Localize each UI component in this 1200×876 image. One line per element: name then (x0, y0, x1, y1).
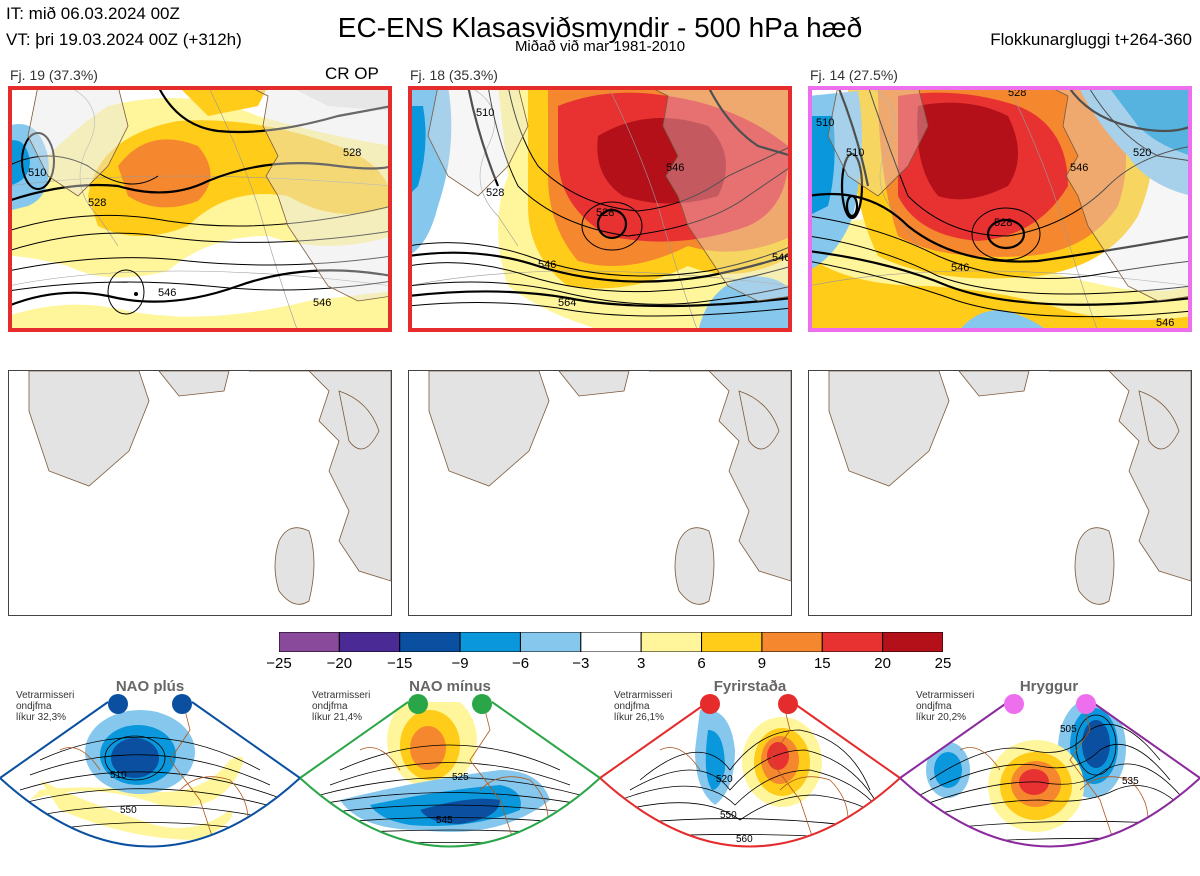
contour-label: 565 (446, 850, 463, 861)
cluster-frame (408, 86, 792, 332)
regime-frame (299, 701, 602, 848)
contour-label: 505 (1060, 724, 1077, 735)
regime-4-map: 505 535 560 (899, 690, 1200, 871)
colorbar-swatch (701, 631, 763, 653)
regime-frame (599, 701, 902, 848)
contour-label: 510 (110, 770, 127, 781)
base-map-1 (8, 370, 392, 616)
cluster-1-map: 510 528 546 546 528 (8, 86, 392, 332)
cluster-2-label: Fj. 18 (35.3%) (410, 67, 498, 83)
colorbar-tick: 3 (637, 655, 646, 672)
regime-marker (108, 694, 128, 714)
cluster-window: Flokkunargluggi t+264-360 (990, 30, 1192, 49)
contour-label: 510 (846, 147, 864, 159)
contour-label: 525 (452, 772, 469, 783)
regime-marker (1076, 694, 1096, 714)
colorbar-ticks: −25 −20 −15 −9 −6 −3 3 6 9 15 20 25 (266, 655, 951, 673)
colorbar-swatch (640, 631, 703, 653)
colorbar-swatches (278, 631, 944, 653)
init-time: IT: mið 06.03.2024 00Z (6, 4, 180, 23)
regime-1-map: 510 550 (0, 690, 302, 871)
contour-label: 546 (313, 297, 331, 309)
contour-label: 528 (343, 147, 361, 159)
colorbar-tick: 9 (757, 655, 767, 672)
cluster-2-map: 510 528 546 528 546 564 546 (408, 86, 792, 332)
colorbar-tick: 15 (813, 655, 831, 672)
colorbar-swatch (761, 631, 823, 653)
regime-2-map: 525 545 565 (299, 690, 602, 871)
contour-label: 546 (666, 162, 684, 174)
contour-label: 545 (436, 815, 453, 826)
contour-label: 546 (951, 262, 969, 274)
colorbar-swatch (399, 631, 461, 653)
colorbar-swatch (519, 631, 582, 653)
colorbar-tick: −9 (451, 655, 469, 672)
cluster-3-label: Fj. 14 (27.5%) (810, 67, 898, 83)
contour-label: 550 (720, 810, 737, 821)
contour-label: 560 (736, 834, 753, 845)
contour-label: 528 (994, 217, 1012, 229)
colorbar-tick: −15 (386, 655, 413, 672)
contour-label: 510 (28, 167, 46, 179)
regime-1-note: Vetrarmisseri ondjfma líkur 32,3% (16, 690, 75, 723)
contour-label: 550 (120, 805, 137, 816)
page-subtitle: Miðað við mar 1981-2010 (514, 38, 686, 55)
regime-1-title: NAO plús (115, 678, 185, 695)
colorbar-tick: 6 (697, 655, 706, 672)
regime-marker (408, 694, 428, 714)
colorbar-tick: −20 (326, 655, 353, 672)
contour-label: 546 (158, 287, 176, 299)
contour-label: 520 (716, 774, 733, 785)
base-map-3 (808, 370, 1192, 616)
colorbar-tick: 20 (874, 655, 891, 672)
regime-2-title: NAO mínus (409, 678, 491, 695)
colorbar-swatch (882, 631, 944, 653)
colorbar (278, 631, 944, 653)
contour-label: 528 (88, 197, 106, 209)
regime-2-note: Vetrarmisseri ondjfma líkur 21,4% (312, 690, 371, 723)
regime-3-title: Fyrirstaða (713, 678, 787, 695)
colorbar-swatch (580, 631, 642, 653)
cluster-frame (8, 86, 392, 332)
regime-marker (472, 694, 492, 714)
cluster-frame (808, 86, 1192, 332)
cluster-3-map: 510 510 528 546 520 528 546 546 (808, 86, 1192, 332)
page-title: EC-ENS Klasasviðsmyndir - 500 hPa hæð (337, 12, 863, 43)
contour-label: 510 (476, 107, 494, 119)
contour-label: 520 (1133, 147, 1151, 159)
regime-marker (700, 694, 720, 714)
regime-frame (0, 701, 302, 848)
contour-label: 546 (1156, 317, 1174, 329)
valid-time: VT: þri 19.03.2024 00Z (+312h) (6, 30, 242, 49)
colorbar-tick: −6 (511, 655, 530, 672)
colorbar-swatch (338, 631, 401, 653)
colorbar-swatch (821, 631, 884, 653)
regime-frame (899, 701, 1200, 848)
regime-4-title: Hryggur (1019, 678, 1079, 695)
contour-label: 528 (486, 187, 504, 199)
contour-label: 546 (538, 259, 556, 271)
colorbar-tick: 25 (934, 655, 952, 672)
contour-label: 564 (558, 297, 576, 309)
regime-marker (1004, 694, 1024, 714)
base-map-2 (408, 370, 792, 616)
contour-label: 535 (1122, 776, 1139, 787)
regime-3-map: 520 550 560 (599, 690, 902, 871)
contour-label: 546 (1070, 162, 1088, 174)
colorbar-tick: −3 (572, 655, 590, 672)
regime-marker (778, 694, 798, 714)
colorbar-swatch (459, 631, 521, 653)
contour-label: 546 (772, 252, 790, 264)
colorbar-swatch (278, 631, 340, 653)
cluster-1-tag: CR OP (325, 64, 379, 83)
contour-label: 528 (596, 207, 614, 219)
regime-4-note: Vetrarmisseri ondjfma líkur 20,2% (916, 690, 975, 723)
regime-3-note: Vetrarmisseri ondjfma líkur 26,1% (614, 690, 673, 723)
cluster-1-label: Fj. 19 (37.3%) (10, 67, 98, 83)
contour-label: 510 (816, 117, 834, 129)
colorbar-tick: −25 (266, 655, 292, 672)
regime-marker (172, 694, 192, 714)
